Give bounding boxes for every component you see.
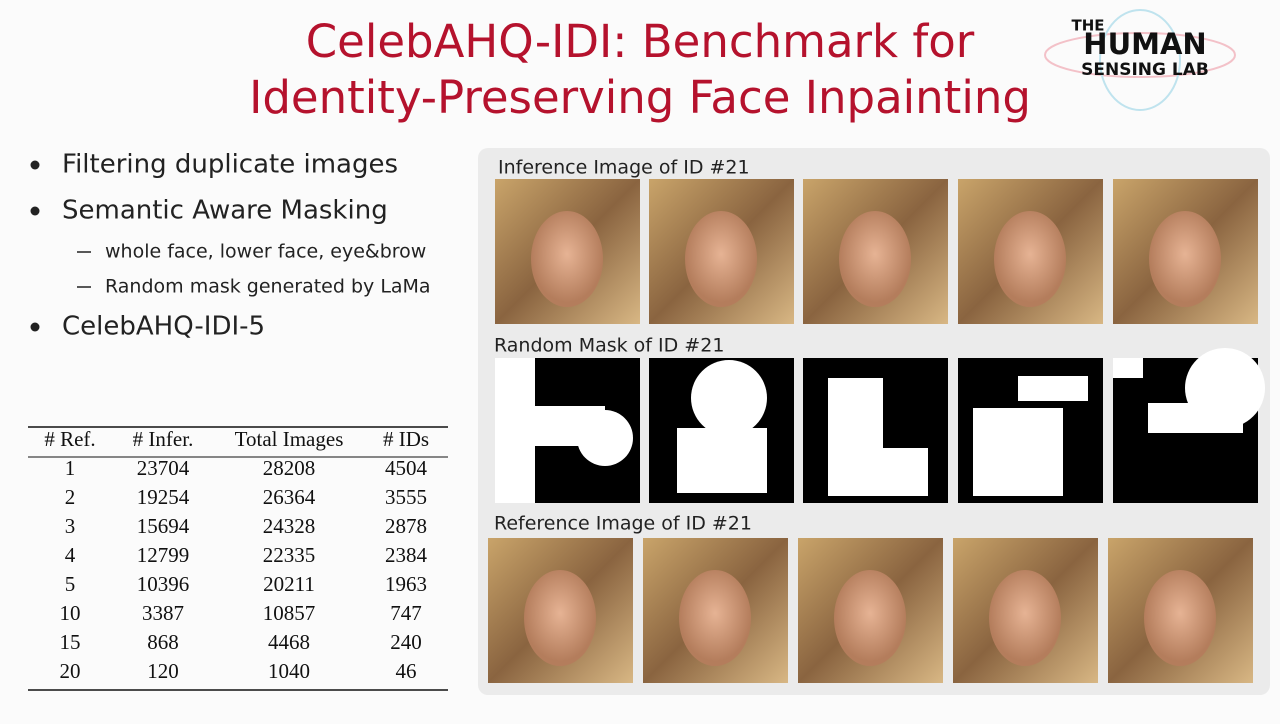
face-photo [488,538,633,683]
table-cell: 15694 [137,514,190,538]
table-cell: 2878 [385,514,427,538]
photo-face [1149,211,1221,307]
table-cell: 4 [65,543,76,567]
mask-shape [677,428,767,493]
mask-shape [973,408,1063,496]
mask-shape [1113,358,1143,378]
table-cell: 10 [60,601,81,625]
mask-shape [691,360,767,436]
table-header: Total Images [235,427,344,451]
table-cell: 1963 [385,572,427,596]
photo-face [994,211,1066,307]
table-header: # Infer. [133,427,194,451]
mask-shape [828,448,928,496]
title-line: CelebAHQ-IDI: Benchmark for [306,15,975,68]
photo-face [531,211,603,307]
table-cell: 1040 [268,659,310,683]
sub-bullet-text: Random mask generated by LaMa [105,276,431,298]
table-cell: 46 [396,659,417,683]
table-cell: 19254 [137,485,190,509]
face-photo [803,179,948,324]
table-cell: 20211 [263,572,315,596]
logo-text: THE [1071,17,1104,35]
sub-bullet-text: whole face, lower face, eye&brow [105,241,426,263]
photo-face [989,570,1061,666]
photo-face [1144,570,1216,666]
photo-face [524,570,596,666]
table-cell: 5 [65,572,76,596]
face-photo [953,538,1098,683]
logo-text: SENSING LAB [1081,60,1209,80]
face-photo [643,538,788,683]
table-cell: 4504 [385,456,428,480]
mask-shape [577,410,633,466]
table-cell: 20 [60,659,81,683]
table-cell: 868 [147,630,179,654]
mask-image [958,358,1103,503]
table-cell: 26364 [263,485,316,509]
face-photo [1108,538,1253,683]
table-cell: 10857 [263,601,316,625]
table-cell: 2384 [385,543,428,567]
photo-face [834,570,906,666]
bullet-text: CelebAHQ-IDI-5 [62,312,265,342]
panel-label: Random Mask of ID #21 [494,335,724,357]
panel-label: Inference Image of ID #21 [498,157,750,179]
table-cell: 12799 [137,543,190,567]
logo: THE HUMAN SENSING LAB [1044,9,1236,111]
table-header: # IDs [383,427,429,451]
mask-image [649,358,794,503]
mask-image [803,358,948,503]
table-cell: 1 [65,456,76,480]
mask-shape [1148,403,1243,433]
table-cell: 10396 [137,572,190,596]
mask-image [1113,348,1265,503]
table-cell: 4468 [268,630,310,654]
table-cell: 3 [65,514,76,538]
table-cell: 3555 [385,485,427,509]
face-photo [495,179,640,324]
logo-text: HUMAN [1083,27,1206,61]
bullet-text: Filtering duplicate images [62,150,398,180]
face-photo [958,179,1103,324]
table-cell: 28208 [263,456,316,480]
photo-face [839,211,911,307]
title-line: Identity-Preserving Face Inpainting [249,71,1031,124]
face-photo [1113,179,1258,324]
table-cell: 24328 [263,514,316,538]
table-cell: 23704 [137,456,190,480]
table-cell: 120 [147,659,179,683]
table-cell: 15 [60,630,81,654]
photo-face [685,211,757,307]
table-cell: 240 [390,630,422,654]
face-photo [649,179,794,324]
mask-image [495,358,640,503]
table-cell: 22335 [263,543,316,567]
table-cell: 747 [390,601,422,625]
mask-shape [1018,376,1088,401]
bullet-dot [30,160,40,170]
photo-face [679,570,751,666]
bullet-text: Semantic Aware Masking [62,196,388,226]
table-header: # Ref. [44,427,95,451]
face-photo [798,538,943,683]
table-cell: 3387 [142,601,184,625]
panel-label: Reference Image of ID #21 [494,513,752,535]
table-cell: 2 [65,485,76,509]
bullet-dot [30,322,40,332]
bullet-dot [30,206,40,216]
